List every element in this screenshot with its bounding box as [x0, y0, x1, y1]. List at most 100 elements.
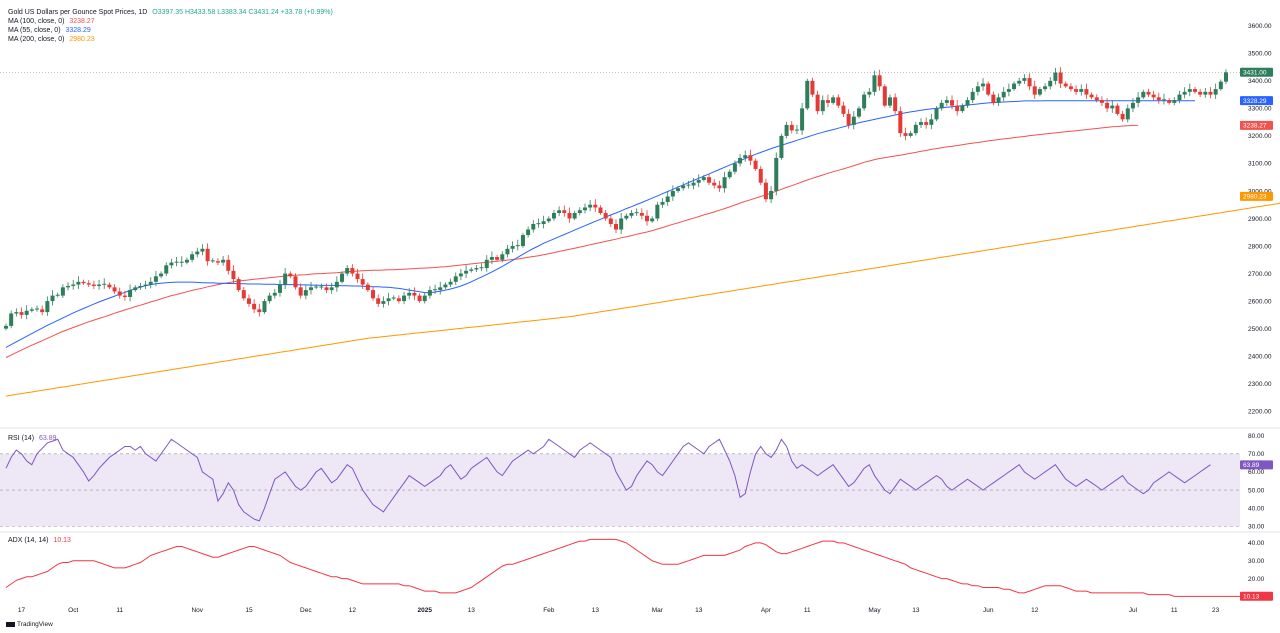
- candle-body: [1177, 94, 1182, 101]
- candle-body: [515, 245, 520, 247]
- candle-body: [929, 119, 934, 125]
- candle-body: [102, 283, 107, 285]
- candle-body: [701, 177, 706, 180]
- candle-body: [319, 286, 324, 288]
- candle-body: [758, 168, 763, 183]
- rsi-y-tick-label: 70.00: [1248, 451, 1265, 458]
- candle-body: [29, 309, 34, 311]
- candle-body: [924, 122, 929, 125]
- candle-body: [738, 157, 743, 164]
- candle-body: [805, 80, 810, 109]
- candle-body: [557, 210, 562, 213]
- ma200-legend[interactable]: MA (200, close, 0) 2980.23: [8, 35, 333, 44]
- candle-body: [991, 94, 996, 103]
- candle-body: [1172, 100, 1177, 103]
- x-tick-label: 2025: [417, 607, 432, 614]
- candle-body: [960, 105, 965, 112]
- candle-body: [412, 292, 417, 296]
- candle-body: [1146, 91, 1151, 95]
- candle-body: [624, 215, 629, 219]
- rsi-legend[interactable]: RSI (14) 63.89: [8, 434, 57, 443]
- candle-body: [283, 273, 288, 285]
- candle-body: [1130, 102, 1135, 109]
- candle-body: [1068, 86, 1073, 90]
- candle-body: [903, 133, 908, 136]
- candle-body: [236, 279, 241, 291]
- x-tick-label: May: [868, 607, 881, 614]
- candle-body: [898, 111, 903, 134]
- candle-body: [458, 273, 463, 277]
- candle-body: [619, 218, 624, 230]
- adx-legend[interactable]: ADX (14, 14) 10.13: [8, 536, 71, 545]
- x-tick-label: 13: [468, 607, 476, 614]
- candle-body: [794, 129, 799, 131]
- candle-body: [727, 171, 732, 178]
- candle-body: [686, 184, 691, 186]
- candle-body: [226, 259, 231, 271]
- price-y-tick-label: 2900.00: [1248, 216, 1272, 223]
- candle-body: [71, 284, 76, 286]
- price-y-tick-label: 2700.00: [1248, 271, 1272, 278]
- candle-body: [800, 108, 805, 131]
- candle-body: [629, 212, 634, 216]
- candle-body: [128, 290, 133, 297]
- candle-body: [712, 182, 717, 186]
- candle-body: [417, 295, 422, 302]
- candle-body: [950, 100, 955, 106]
- candle-body: [117, 291, 122, 296]
- candle-body: [1099, 100, 1104, 103]
- x-tick-label: Apr: [761, 607, 772, 614]
- last-price-tag: 3431.00: [1243, 70, 1267, 77]
- tradingview-brand[interactable]: TradingView: [6, 621, 53, 628]
- brand-label: TradingView: [17, 621, 53, 628]
- candle-body: [825, 100, 830, 103]
- candle-body: [779, 135, 784, 158]
- candle-body: [386, 298, 391, 302]
- x-tick-label: 17: [18, 607, 26, 614]
- candle-body: [841, 105, 846, 114]
- ma55-tag: 3328.29: [1243, 98, 1267, 105]
- ma100-label: MA (100, close, 0): [8, 18, 65, 25]
- candle-body: [546, 218, 551, 222]
- x-tick-label: 13: [912, 607, 920, 614]
- candle-body: [831, 97, 836, 103]
- ma100-tag: 3238.27: [1243, 123, 1267, 130]
- candle-body: [598, 207, 603, 213]
- candle-body: [1198, 91, 1203, 95]
- candle-body: [303, 290, 308, 296]
- ma55-legend[interactable]: MA (55, close, 0) 3328.29: [8, 26, 333, 35]
- candle-body: [241, 290, 246, 299]
- price-y-tick-label: 3200.00: [1248, 133, 1272, 140]
- x-tick-label: Feb: [543, 607, 555, 614]
- candle-body: [45, 301, 50, 313]
- candle-body: [1012, 83, 1017, 90]
- candle-body: [138, 285, 143, 288]
- ma200-value: 2980.23: [69, 36, 95, 43]
- candle-body: [593, 204, 598, 208]
- adx-label: ADX (14, 14): [8, 537, 49, 544]
- candle-body: [1141, 91, 1146, 98]
- candle-body: [4, 325, 8, 329]
- candle-body: [1001, 91, 1006, 98]
- candle-body: [877, 75, 882, 87]
- price-y-tick-label: 2500.00: [1248, 326, 1272, 333]
- candle-body: [1006, 89, 1011, 92]
- ma100-legend[interactable]: MA (100, close, 0) 3238.27: [8, 17, 333, 26]
- candle-body: [277, 284, 282, 293]
- candle-body: [1053, 72, 1058, 81]
- candle-body: [748, 155, 753, 161]
- candle-body: [474, 268, 479, 270]
- candle-body: [9, 313, 14, 326]
- candle-body: [210, 260, 215, 262]
- candle-body: [608, 218, 613, 225]
- candle-body: [676, 188, 681, 191]
- candle-body: [443, 284, 448, 288]
- x-tick-label: 15: [245, 607, 253, 614]
- candle-body: [267, 295, 272, 302]
- candle-body: [169, 262, 174, 266]
- candle-body: [1048, 80, 1053, 87]
- candle-body: [489, 257, 494, 260]
- rsi-line: [5, 438, 1211, 522]
- candle-body: [288, 273, 293, 277]
- price-y-tick-label: 3500.00: [1248, 51, 1272, 58]
